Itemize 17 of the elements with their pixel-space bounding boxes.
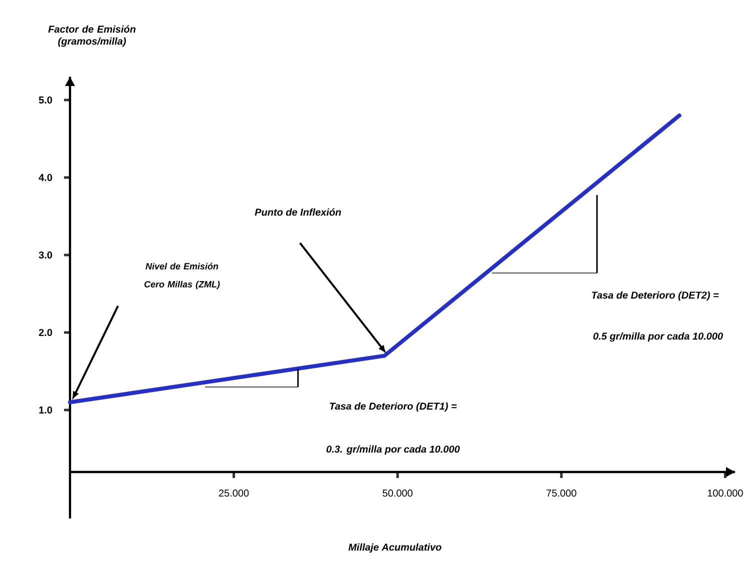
x-tick-label: 50.000 <box>382 490 412 497</box>
text: Nivel de Emisión Cero Millas (ZML) <box>144 262 220 290</box>
x-tick-label: 100.000 <box>708 490 743 497</box>
annotation: Tasa de Deterioro (DET1) = <box>330 402 457 412</box>
x-tick-label: 25.000 <box>219 490 249 497</box>
y-axis-title: Factor de Emisión (gramos/milla) <box>48 25 136 47</box>
y-tick-label: 3.0 <box>38 251 52 259</box>
y-tick-label: 5.0 <box>38 96 52 104</box>
y-tick-label: 2.0 <box>38 328 52 336</box>
annotation: Punto de Inflexión <box>254 208 341 216</box>
x-axis-title: Millaje Acumulativo <box>348 543 442 553</box>
x-tick-label: 75.000 <box>546 490 576 497</box>
annotation: 0.3. gr/milla por cada 10.000 <box>326 445 460 455</box>
annotation: Tasa de Deterioro (DET2) = <box>592 291 719 301</box>
y-tick-label: 4.0 <box>38 174 52 182</box>
annotation: 0.5 gr/milla por cada 10.000 <box>593 332 723 342</box>
y-tick-label: 1.0 <box>39 406 52 414</box>
